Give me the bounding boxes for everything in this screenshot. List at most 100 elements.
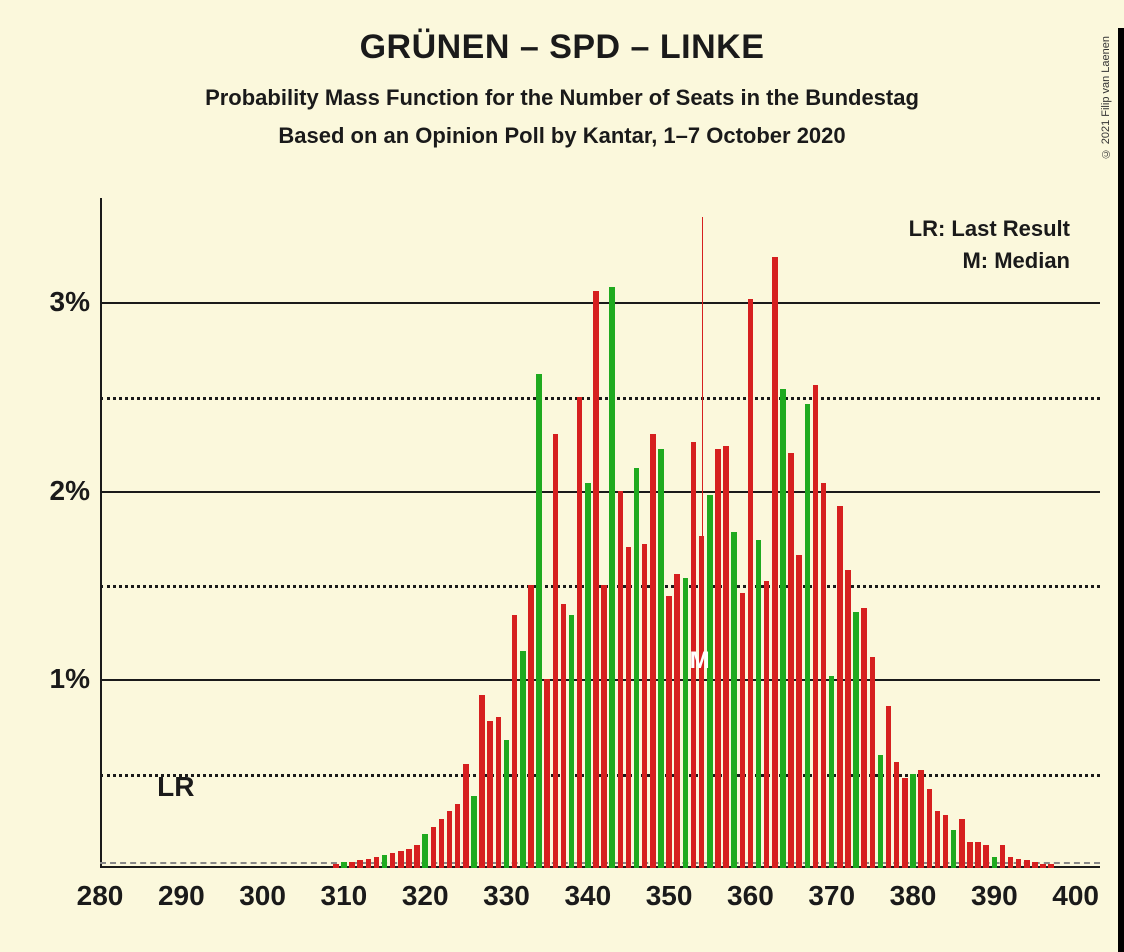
bar [463, 764, 469, 868]
bar [723, 446, 729, 868]
y-tick-label: 3% [30, 286, 90, 318]
bar [788, 453, 794, 868]
gridline-major [100, 679, 1100, 681]
bar [983, 845, 989, 868]
bar [553, 434, 559, 868]
y-tick-label: 2% [30, 475, 90, 507]
bar [512, 615, 518, 868]
bar [585, 483, 591, 868]
bar [951, 830, 957, 868]
bar [642, 544, 648, 868]
y-tick-label: 1% [30, 663, 90, 695]
gridline-minor [100, 397, 1100, 400]
chart-subtitle: Probability Mass Function for the Number… [0, 85, 1124, 111]
bar [431, 827, 437, 868]
bar [626, 547, 632, 868]
bar [455, 804, 461, 868]
x-tick-label: 380 [890, 880, 937, 912]
gridline-major [100, 302, 1100, 304]
bar [349, 862, 355, 868]
bar [1032, 862, 1038, 868]
x-tick-label: 310 [321, 880, 368, 912]
chart-container: LR: Last Result M: Median 1%2%3%28029030… [40, 208, 1100, 908]
bar [569, 615, 575, 868]
x-tick-label: 290 [158, 880, 205, 912]
bar [487, 721, 493, 868]
bar [544, 679, 550, 868]
bar [1048, 864, 1054, 868]
y-axis [100, 198, 102, 868]
bar [861, 608, 867, 868]
x-tick-label: 390 [971, 880, 1018, 912]
bar [374, 857, 380, 868]
bar [341, 862, 347, 868]
bar [496, 717, 502, 868]
gridline-minor [100, 774, 1100, 777]
bar [520, 651, 526, 868]
bar [845, 570, 851, 868]
bar [406, 849, 412, 868]
bar [821, 483, 827, 868]
bar [731, 532, 737, 868]
bar [1000, 845, 1006, 868]
bar [740, 593, 746, 868]
bar [1008, 857, 1014, 868]
bar [935, 811, 941, 868]
bar [870, 657, 876, 868]
bar [504, 740, 510, 868]
bar [927, 789, 933, 868]
bar [422, 834, 428, 868]
bar [992, 857, 998, 868]
bar [796, 555, 802, 868]
bar [910, 774, 916, 868]
chart-title: GRÜNEN – SPD – LINKE [0, 28, 1124, 67]
x-tick-label: 340 [564, 880, 611, 912]
copyright-text: © 2021 Filip van Laenen [1100, 36, 1112, 159]
bar [707, 495, 713, 868]
bar [414, 845, 420, 868]
x-tick-label: 350 [646, 880, 693, 912]
x-tick-label: 360 [727, 880, 774, 912]
bar [528, 585, 534, 868]
x-tick-label: 300 [239, 880, 286, 912]
bar [1040, 864, 1046, 868]
bar [756, 540, 762, 868]
bar [837, 506, 843, 868]
bar [577, 397, 583, 868]
bar [1016, 859, 1022, 868]
bar [878, 755, 884, 868]
bar [853, 612, 859, 868]
bar [439, 819, 445, 868]
bar [479, 695, 485, 868]
bar [764, 581, 770, 868]
x-tick-label: 330 [483, 880, 530, 912]
bar [471, 796, 477, 868]
bar [447, 811, 453, 868]
bar [609, 287, 615, 868]
m-annotation: M [690, 647, 710, 675]
bar [601, 585, 607, 868]
bar [918, 770, 924, 868]
bar [813, 385, 819, 868]
bar [398, 851, 404, 868]
bar [715, 449, 721, 868]
bar [772, 257, 778, 868]
x-tick-label: 320 [402, 880, 449, 912]
bar [561, 604, 567, 868]
x-tick-label: 280 [77, 880, 124, 912]
bar [748, 299, 754, 868]
bar [333, 864, 339, 868]
right-border-strip [1118, 28, 1124, 952]
bar [674, 574, 680, 868]
bar [658, 449, 664, 868]
bar [683, 578, 689, 868]
bar [382, 855, 388, 868]
bar [902, 778, 908, 869]
bar [650, 434, 656, 868]
bar [959, 819, 965, 868]
bar [829, 676, 835, 868]
bar [886, 706, 892, 868]
gridline-major [100, 491, 1100, 493]
x-tick-label: 400 [1052, 880, 1099, 912]
chart-subtitle2: Based on an Opinion Poll by Kantar, 1–7 … [0, 123, 1124, 149]
